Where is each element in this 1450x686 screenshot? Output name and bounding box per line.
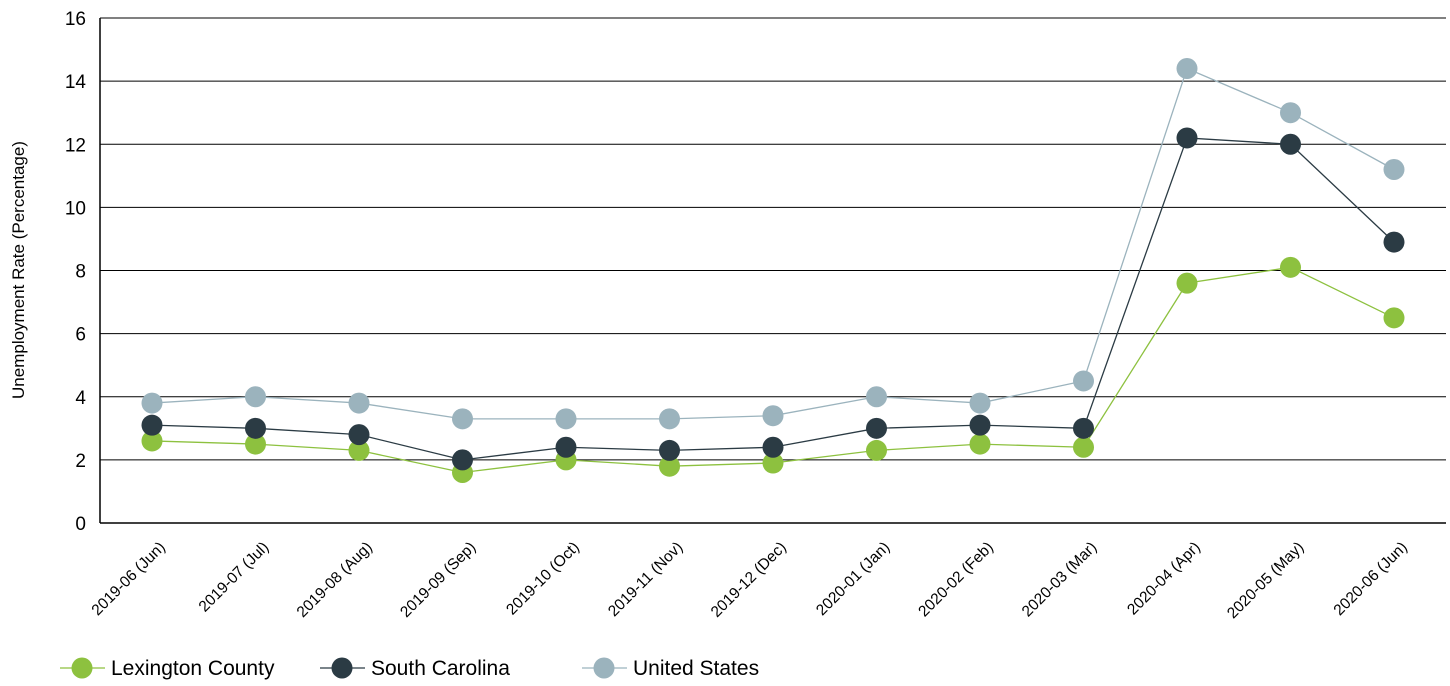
x-tick-label: 2019-09 (Sep) <box>397 539 479 621</box>
legend-marker <box>593 657 615 679</box>
series-layer <box>141 58 1405 483</box>
data-point <box>245 417 266 439</box>
data-point <box>969 392 991 414</box>
data-point <box>866 439 887 461</box>
data-point <box>1176 58 1198 79</box>
y-tick-label: 16 <box>65 9 86 30</box>
legend-label: United States <box>633 657 759 680</box>
y-tick-label: 6 <box>75 325 86 346</box>
y-tick-label: 12 <box>65 135 86 156</box>
data-point <box>762 436 784 458</box>
data-point <box>1383 231 1405 253</box>
data-point <box>659 455 680 477</box>
data-point <box>1176 272 1198 294</box>
data-point <box>452 449 473 471</box>
data-point <box>659 439 680 461</box>
series-south-carolina <box>141 127 1405 471</box>
x-tick-label: 2019-06 (Jun) <box>89 539 169 619</box>
x-axis-ticks: 2019-06 (Jun) 2019-07 (Jul) 2019-08 (Aug) 2… <box>89 539 1411 622</box>
x-tick-label: 2020-01 (Jan) <box>813 539 893 619</box>
data-point <box>659 408 680 430</box>
axes <box>99 18 1446 524</box>
legend-label: South Carolina <box>371 657 510 680</box>
data-point <box>141 430 163 452</box>
legend-item: South Carolina <box>320 657 510 680</box>
data-point <box>762 452 784 474</box>
y-tick-label: 4 <box>75 388 86 409</box>
legend-marker <box>71 657 93 679</box>
x-tick-label: 2020-04 (Apr) <box>1124 539 1204 619</box>
data-point <box>141 392 163 414</box>
y-tick-label: 14 <box>65 72 87 93</box>
data-point <box>1383 307 1405 329</box>
x-tick-label: 2019-08 (Aug) <box>294 539 376 621</box>
data-point <box>762 405 784 427</box>
data-point <box>452 408 473 430</box>
data-point <box>1073 417 1094 439</box>
data-point <box>1280 102 1301 124</box>
data-point <box>245 433 266 455</box>
data-point <box>1383 159 1405 180</box>
data-point <box>555 436 577 458</box>
legend-item: Lexington County <box>60 657 275 680</box>
y-tick-label: 2 <box>75 451 86 472</box>
x-tick-label: 2020-06 (Jun) <box>1331 539 1411 619</box>
series-lexington-county <box>141 256 1405 483</box>
data-point <box>1073 436 1094 458</box>
data-point <box>969 414 991 436</box>
series-united-states <box>141 58 1405 430</box>
data-point <box>1073 370 1094 392</box>
data-point <box>245 386 266 408</box>
legend-item: United States <box>582 657 759 680</box>
data-point <box>141 414 163 436</box>
y-tick-label: 0 <box>75 514 86 535</box>
y-tick-label: 8 <box>75 262 86 283</box>
data-point <box>348 439 370 461</box>
data-point <box>866 386 887 408</box>
x-tick-label: 2019-10 (Oct) <box>503 539 583 619</box>
y-axis-title: Unemployment Rate (Percentage) <box>9 141 28 399</box>
data-point <box>1176 127 1198 149</box>
data-point <box>348 392 370 414</box>
x-tick-label: 2020-03 (Mar) <box>1019 539 1100 620</box>
data-point <box>1280 256 1301 278</box>
data-point <box>555 408 577 430</box>
legend: Lexington County South Carolina United Sta… <box>60 657 759 680</box>
data-point <box>1280 133 1301 155</box>
series-line <box>151 67 1395 420</box>
x-tick-label: 2019-07 (Jul) <box>196 539 273 616</box>
x-tick-label: 2020-02 (Feb) <box>915 539 996 620</box>
legend-label: Lexington County <box>111 657 275 680</box>
x-tick-label: 2019-12 (Dec) <box>708 539 790 621</box>
data-point <box>866 417 887 439</box>
x-tick-label: 2020-05 (May) <box>1224 539 1307 622</box>
data-point <box>348 424 370 446</box>
legend-marker <box>331 657 353 679</box>
gridlines <box>100 17 1446 461</box>
y-axis-ticks: 0 2 4 6 8 10 12 14 16 <box>65 9 87 535</box>
x-tick-label: 2019-11 (Nov) <box>605 539 686 620</box>
data-point <box>969 433 991 455</box>
y-tick-label: 10 <box>65 198 86 219</box>
